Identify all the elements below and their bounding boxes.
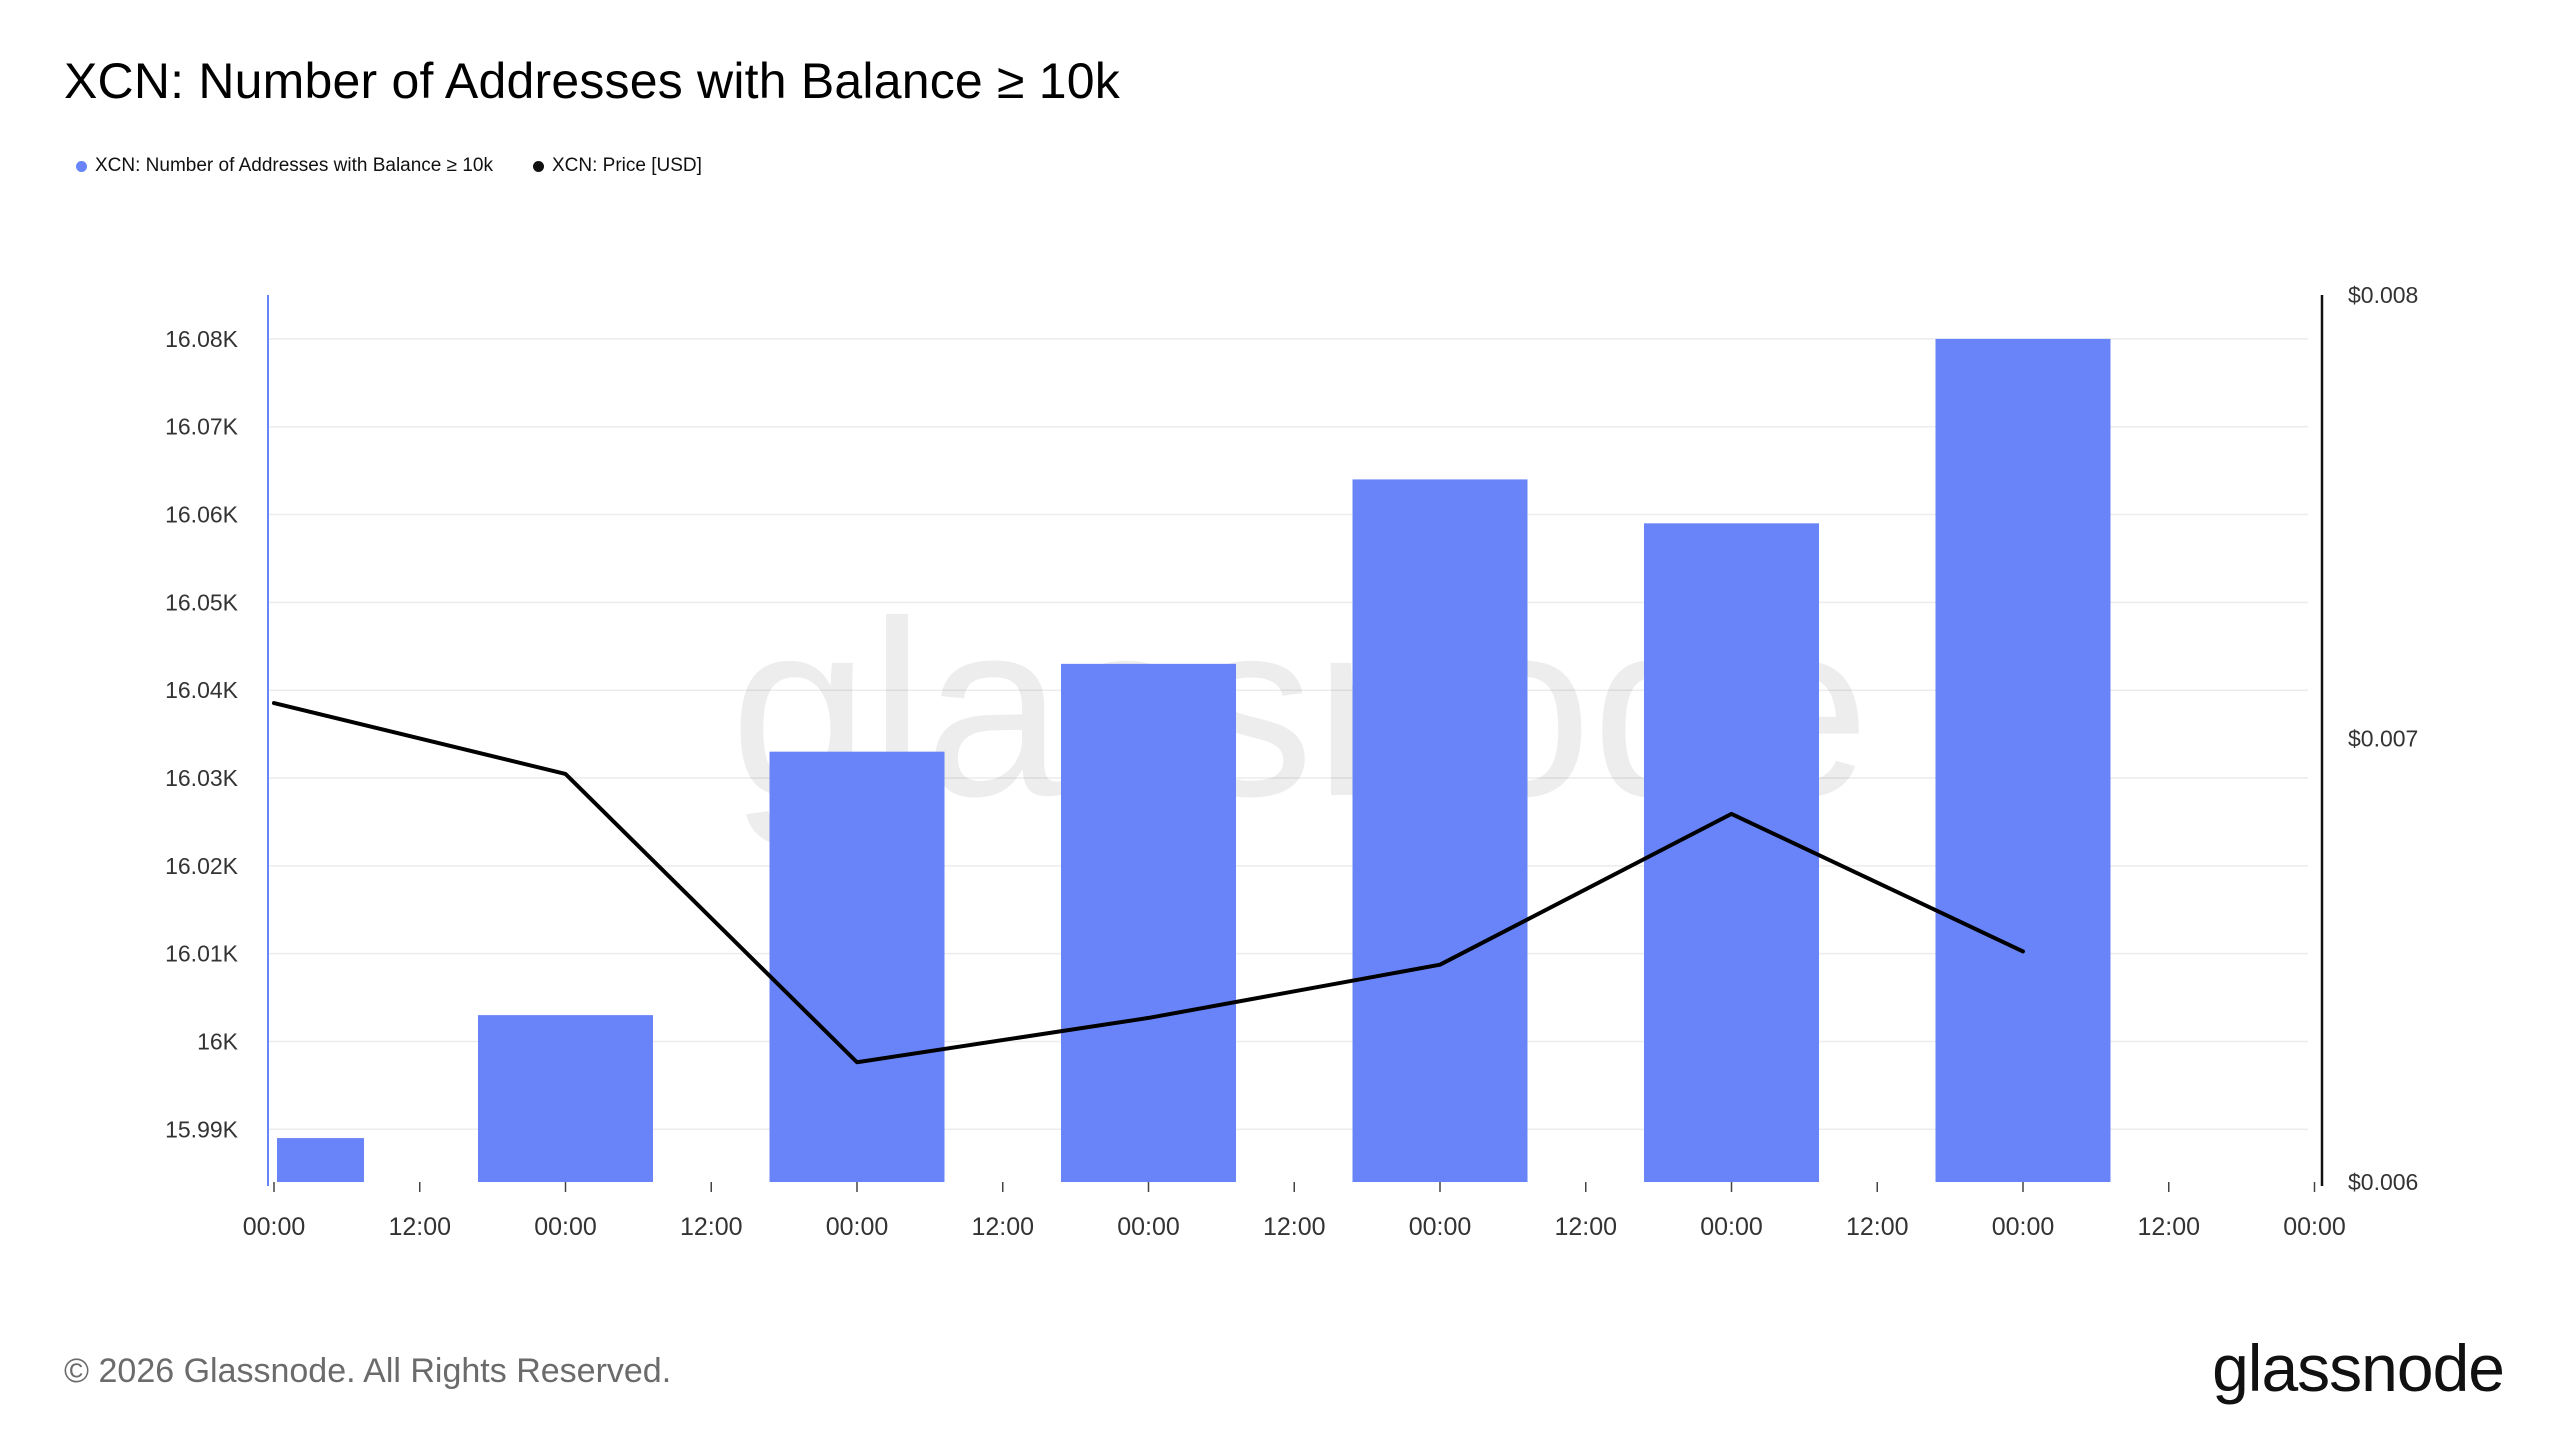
y-tick-label-right: $0.006 [2348,1169,2418,1195]
y-tick-label-left: 16.04K [165,677,239,703]
legend-label-price: XCN: Price [USD] [552,155,702,176]
copyright-text: © 2026 Glassnode. All Rights Reserved. [64,1352,672,1390]
y-tick-label-right: $0.007 [2348,726,2418,752]
bar [769,751,945,1182]
brand-logo: glassnode [2212,1331,2505,1405]
x-tick-label: 00:00 [1700,1213,1763,1241]
bar [1352,479,1528,1182]
x-tick-label: 00:00 [2283,1213,2346,1241]
x-tick-label: 00:00 [243,1213,306,1241]
legend: XCN: Number of Addresses with Balance ≥ … [76,155,742,177]
y-tick-label-left: 16K [197,1028,239,1054]
y-tick-label-left: 16.03K [165,765,239,791]
legend-item-price[interactable]: XCN: Price [USD] [533,155,702,177]
legend-marker-addresses [76,160,87,172]
y-tick-label-left: 15.99K [165,1116,239,1142]
bar [1644,523,1819,1182]
bar [1061,663,1236,1182]
legend-item-addresses[interactable]: XCN: Number of Addresses with Balance ≥ … [76,155,493,177]
bar [478,1015,653,1182]
price-line [272,701,2025,1065]
x-tick-label: 00:00 [826,1213,889,1241]
x-tick-label: 00:00 [534,1213,597,1241]
x-tick-label: 00:00 [1409,1213,1472,1241]
y-tick-label-left: 16.08K [165,326,239,352]
x-tick-label: 12:00 [971,1213,1034,1241]
x-tick-label: 12:00 [2137,1213,2200,1241]
bar [1935,338,2111,1182]
bar [277,1138,364,1182]
x-tick-label: 12:00 [1554,1213,1617,1241]
x-tick-label: 12:00 [1846,1213,1909,1241]
x-tick-label: 12:00 [388,1213,451,1241]
legend-label-addresses: XCN: Number of Addresses with Balance ≥ … [95,155,493,176]
y-tick-label-left: 16.06K [165,502,239,528]
y-tick-label-left: 16.05K [165,589,239,615]
x-tick-label: 00:00 [1117,1213,1180,1241]
y-tick-label-left: 16.02K [165,853,239,879]
y-tick-label-right: $0.008 [2348,282,2418,308]
x-tick-label: 00:00 [1992,1213,2055,1241]
y-tick-label-left: 16.07K [165,414,239,440]
legend-marker-price [533,160,544,172]
x-tick-label: 12:00 [680,1213,743,1241]
y-tick-label-left: 16.01K [165,941,239,967]
x-tick-label: 12:00 [1263,1213,1326,1241]
chart-title: XCN: Number of Addresses with Balance ≥ … [64,53,1120,109]
